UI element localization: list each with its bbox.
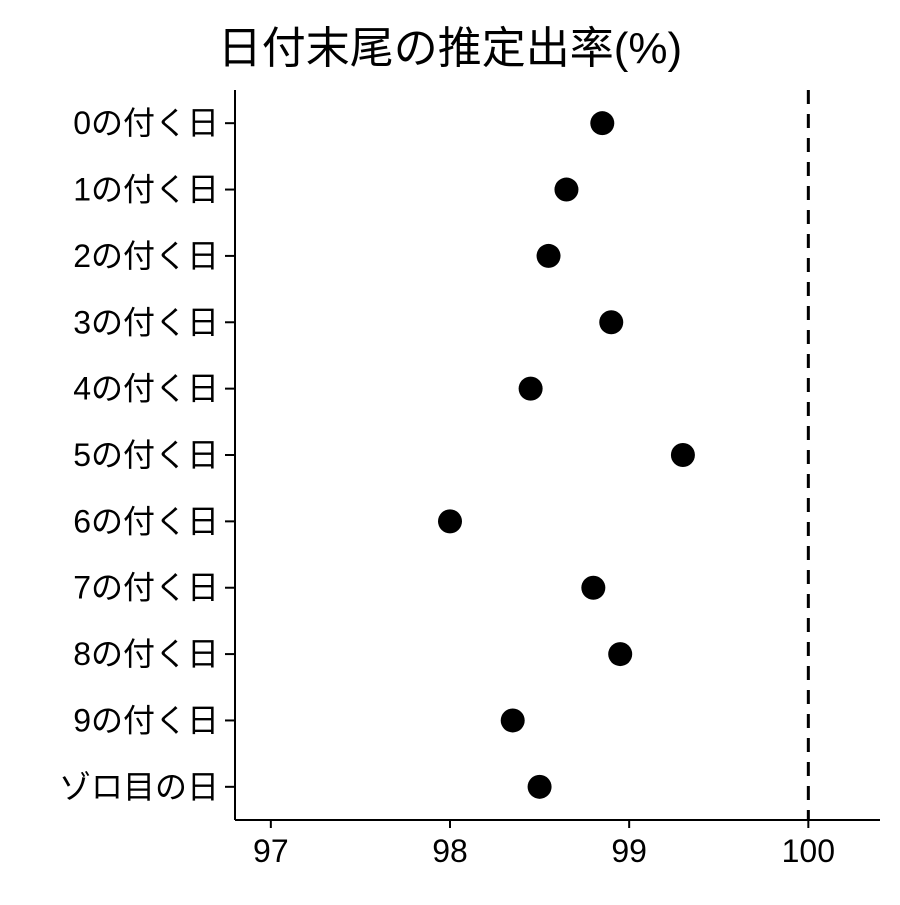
data-point: [608, 642, 632, 666]
y-tick-label: 1の付く日: [73, 172, 219, 208]
data-point: [554, 178, 578, 202]
y-tick-label: 3の付く日: [73, 304, 219, 340]
data-point: [519, 377, 543, 401]
data-point: [501, 708, 525, 732]
data-point: [599, 310, 623, 334]
chart-title: 日付末尾の推定出率(%): [0, 12, 900, 76]
data-point: [528, 775, 552, 799]
data-point: [537, 244, 561, 268]
y-tick-label: ゾロ目の日: [59, 769, 219, 805]
y-tick-label: 0の付く日: [73, 105, 219, 141]
y-tick-label: 6の付く日: [73, 503, 219, 539]
x-tick-label: 98: [432, 833, 468, 869]
y-tick-label: 4の付く日: [73, 371, 219, 407]
chart-container: 日付末尾の推定出率(%) 97 98 99 100 0の付く日 1の付く日 2の付く日 3の付…: [0, 0, 900, 900]
chart-svg: 97 98 99 100 0の付く日 1の付く日 2の付く日 3の付く日 4の付く日 5の付く日 6…: [0, 0, 900, 900]
y-tick-label: 2の付く日: [73, 238, 219, 274]
y-tick-label: 9の付く日: [73, 702, 219, 738]
data-point: [671, 443, 695, 467]
data-point: [581, 576, 605, 600]
data-point: [438, 509, 462, 533]
y-tick-label: 5の付く日: [73, 437, 219, 473]
x-tick-label: 97: [253, 833, 289, 869]
x-tick-label: 99: [611, 833, 647, 869]
y-tick-label: 7の付く日: [73, 570, 219, 606]
y-tick-label: 8の付く日: [73, 636, 219, 672]
x-tick-label: 100: [782, 833, 835, 869]
data-point: [590, 111, 614, 135]
